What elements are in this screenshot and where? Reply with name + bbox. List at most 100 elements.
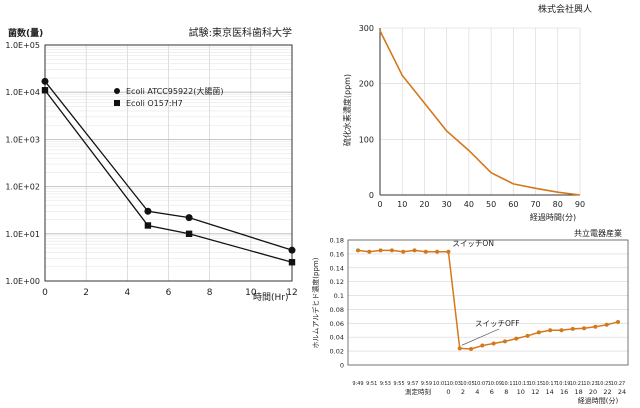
chart3-time-label: 9:55 [393, 381, 404, 387]
chart3-time-label: 10:05 [460, 381, 474, 387]
chart2-x-tick: 50 [486, 200, 496, 209]
chart3-point [356, 248, 360, 253]
chart1-series-line [44, 80, 293, 251]
chart1-legend-marker [114, 100, 120, 106]
chart3-point [423, 249, 428, 254]
chart3-y-tick: 0.1 [334, 292, 344, 300]
chart3-point [367, 249, 372, 254]
chart3-point [593, 324, 598, 329]
chart3-time-label: 10:03 [447, 381, 461, 387]
chart2-ylabel: 硫化水素濃度(ppm) [342, 74, 352, 146]
chart2-y-tick: 0 [369, 191, 374, 200]
chart3-point [536, 330, 541, 335]
chart3-annotation-off: スイッチOFF [475, 319, 520, 328]
chart1-series-line [44, 89, 293, 263]
chart3-elapsed-label: 6 [490, 388, 494, 396]
chart3-point [378, 248, 383, 253]
chart3-point [616, 319, 620, 324]
chart3-point [514, 336, 519, 341]
chart2-x-tick: 40 [464, 200, 474, 209]
chart3-point [412, 248, 417, 253]
chart3-point [491, 341, 496, 346]
chart3-point [389, 248, 394, 253]
chart3-time-label: 10:07 [474, 381, 488, 387]
chart3-point [457, 346, 462, 351]
chart3-elapsed-label: 18 [574, 388, 582, 396]
chart1-point [144, 222, 152, 229]
chart1-y-tick: 1.0E+05 [5, 41, 40, 50]
chart1-y-tick: 1.0E+01 [5, 230, 40, 239]
chart1-y-tick: 1.0E+02 [5, 183, 40, 192]
chart1-y-tick: 1.0E+00 [5, 277, 40, 286]
chart3-ylabel: ホルムアルデヒド濃度(ppm) [311, 257, 320, 348]
chart2-x-tick: 60 [508, 200, 518, 209]
chart1-xlabel: 時間(Hr) [253, 292, 289, 303]
chart3-y-tick: 0.08 [330, 306, 344, 314]
chart1-legend-label: Ecoli ATCC95922(大腸菌) [126, 86, 223, 96]
chart3-time-label: 10:27 [611, 381, 625, 387]
chart3-time-label: 10:19 [556, 381, 570, 387]
chart3-y-tick: 0.06 [330, 320, 344, 328]
chart2-title: 株式会社興人 [538, 3, 592, 15]
chart2-y-tick: 100 [359, 135, 374, 144]
chart3-elapsed-label: 16 [560, 388, 568, 396]
chart1-ylabel: 菌数(量) [8, 27, 43, 39]
chart3-point [480, 343, 485, 348]
chart3-point [604, 322, 609, 327]
chart3-annotation-on: スイッチON [452, 239, 494, 248]
chart1-point [41, 77, 49, 85]
chart3-point [502, 339, 507, 344]
chart3-time-label: 10:15 [529, 381, 543, 387]
chart2-y-tick: 300 [359, 24, 374, 33]
chart1-point [144, 207, 152, 215]
chart2-x-tick: 20 [419, 200, 429, 209]
chart3-time-label: 9:51 [366, 381, 377, 387]
chart3-xlabel2: 測定時刻 [405, 387, 431, 396]
chart3-elapsed-label: 24 [618, 388, 626, 396]
chart3-y-tick: 0.14 [330, 264, 344, 272]
chart1-x-tick: 2 [83, 288, 89, 298]
chart1-legend-label: Ecoli O157:H7 [126, 99, 183, 108]
chart1-x-tick: 4 [124, 288, 130, 298]
chart3-elapsed-label: 22 [603, 388, 611, 396]
chart2-x-tick: 30 [442, 200, 452, 209]
chart1-point [185, 214, 193, 222]
chart3-frame [347, 239, 629, 366]
chart3-elapsed-label: 4 [475, 388, 479, 396]
chart1-x-tick: 10 [245, 288, 257, 298]
chart3-y-tick: 0.18 [330, 237, 344, 245]
chart3-point [548, 328, 553, 333]
chart1-point [288, 259, 296, 266]
chart2-x-tick: 0 [377, 200, 382, 209]
chart1-x-tick: 0 [42, 288, 48, 298]
chart3-point [446, 249, 451, 254]
chart2-y-tick: 200 [359, 80, 374, 89]
chart1-title: 試験:東京医科歯科大学 [189, 26, 292, 39]
chart3-time-label: 9:53 [380, 381, 391, 387]
chart3-time-label: 10:25 [597, 381, 611, 387]
chart3-y-tick: 0.04 [330, 334, 344, 342]
chart3-point [559, 328, 564, 333]
chart3-xlabel: 経過時間(分) [578, 396, 619, 404]
chart1-x-tick: 12 [286, 288, 297, 298]
chart2-x-tick: 70 [530, 200, 540, 209]
chart3-time-label: 9:59 [421, 381, 432, 387]
chart3-elapsed-label: 14 [546, 388, 554, 396]
chart3-time-label: 9:49 [352, 381, 363, 387]
chart2-xlabel: 経過時間(分) [530, 212, 576, 222]
chart3-y-tick: 0 [340, 362, 344, 370]
chart3-point [525, 333, 530, 338]
chart3-time-label: 10:09 [488, 381, 502, 387]
chart1-point [41, 87, 49, 94]
chart3-time-label: 10:21 [570, 381, 584, 387]
chart3-elapsed-label: 20 [589, 388, 597, 396]
chart3-series-line [357, 249, 619, 350]
chart3-point [582, 326, 587, 331]
chart1-legend-marker [114, 88, 120, 94]
chart3-time-label: 10:17 [542, 381, 556, 387]
chart3-y-tick: 0.16 [330, 250, 344, 258]
chart1-frame [44, 44, 293, 282]
chart3-time-label: 10:13 [515, 381, 529, 387]
chart1-x-tick: 6 [166, 288, 172, 298]
